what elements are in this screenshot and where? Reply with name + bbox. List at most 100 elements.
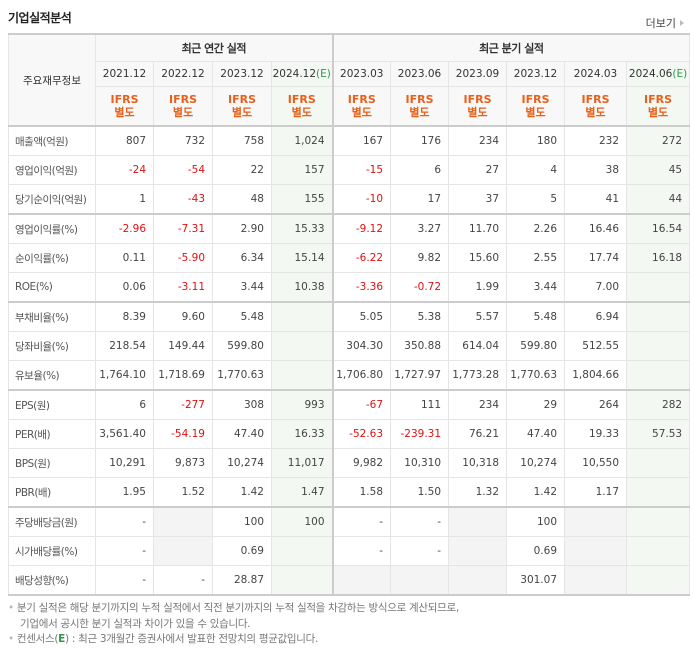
value-cell: 3,561.40: [95, 419, 154, 449]
value-cell: 1.58: [332, 477, 392, 508]
value-cell: 1.50: [390, 477, 450, 508]
value-cell: 9,873: [153, 448, 213, 478]
value-cell: [332, 565, 392, 596]
value-cell: [448, 565, 508, 596]
value-cell: [626, 506, 691, 537]
ifrs-badge: IFRS 별도: [332, 86, 392, 127]
value-cell: 16.54: [626, 213, 691, 244]
value-cell: -7.31: [153, 213, 213, 244]
value-cell: 1,773.28: [448, 360, 508, 391]
value-cell: 0.69: [212, 536, 272, 566]
value-cell: 1.95: [95, 477, 154, 508]
value-cell: 272: [626, 125, 691, 156]
value-cell: 0.69: [506, 536, 566, 566]
value-cell: 304.30: [332, 331, 392, 361]
table-row: BPS(원) 10,291 9,873 10,274 11,017 9,982 10,310…: [8, 448, 691, 478]
value-cell: [564, 565, 628, 596]
value-cell: 8.39: [95, 301, 154, 332]
value-cell: 17: [390, 184, 450, 215]
value-cell: -43: [153, 184, 213, 215]
value-cell: 37: [448, 184, 508, 215]
ifrs-badge: IFRS 별도: [95, 86, 154, 127]
value-cell: 5.48: [212, 301, 272, 332]
period-header: 2024.06(E): [626, 61, 691, 87]
value-cell: -: [95, 506, 154, 537]
value-cell: 2.55: [506, 243, 566, 273]
table-row: 시가배당률(%) -0.69- -0.69: [8, 536, 691, 566]
value-cell: 599.80: [506, 331, 566, 361]
value-cell: 350.88: [390, 331, 450, 361]
value-cell: 1,764.10: [95, 360, 154, 391]
value-cell: 0.06: [95, 272, 154, 303]
row-label: 부채비율(%): [8, 301, 96, 332]
ifrs-badge: IFRS 별도: [270, 86, 334, 127]
value-cell: 1,024: [270, 125, 334, 156]
value-cell: 10,310: [390, 448, 450, 478]
value-cell: 100: [506, 506, 566, 537]
quarterly-group-header: 최근 분기 실적: [332, 33, 691, 62]
value-cell: 1,804.66: [564, 360, 628, 391]
value-cell: 301.07: [506, 565, 566, 596]
value-cell: 1,727.97: [390, 360, 450, 391]
value-cell: 11,017: [270, 448, 334, 478]
value-cell: 57.53: [626, 419, 691, 449]
value-cell: 1,770.63: [506, 360, 566, 391]
value-cell: 218.54: [95, 331, 154, 361]
row-label: BPS(원): [8, 448, 96, 478]
value-cell: -3.36: [332, 272, 392, 303]
table-row: EPS(원) 6 -277 308 993 -67 111 234 29 264 282: [8, 389, 691, 420]
value-cell: -2.96: [95, 213, 154, 244]
more-link[interactable]: 더보기: [646, 15, 684, 31]
row-label: 주당배당금(원): [8, 506, 96, 537]
value-cell: [270, 360, 334, 391]
value-cell: 264: [564, 389, 628, 420]
period-header: 2023.12: [506, 61, 566, 87]
footnote-1: • 분기 실적은 해당 분기까지의 누적 실적에서 직전 분기까지의 누적 실적을…: [8, 602, 459, 614]
value-cell: 3.27: [390, 213, 450, 244]
value-cell: 16.18: [626, 243, 691, 273]
value-cell: 41: [564, 184, 628, 215]
value-cell: 28.87: [212, 565, 272, 596]
value-cell: 6: [95, 389, 154, 420]
footnote-2: • 컨센서스(E) : 최근 3개월간 증권사에서 발표한 전망치의 평균값입니다…: [8, 633, 319, 645]
period-header: 2023.06: [390, 61, 450, 87]
value-cell: 1.47: [270, 477, 334, 508]
value-cell: 282: [626, 389, 691, 420]
value-cell: -52.63: [332, 419, 392, 449]
value-cell: [448, 506, 508, 537]
value-cell: 176: [390, 125, 450, 156]
value-cell: 5: [506, 184, 566, 215]
value-cell: -3.11: [153, 272, 213, 303]
value-cell: 234: [448, 125, 508, 156]
value-cell: 1.32: [448, 477, 508, 508]
annual-group-header: 최근 연간 실적: [94, 33, 334, 62]
value-cell: 2.26: [506, 213, 566, 244]
value-cell: 47.40: [212, 419, 272, 449]
value-cell: 9.60: [153, 301, 213, 332]
value-cell: 614.04: [448, 331, 508, 361]
value-cell: 1,770.63: [212, 360, 272, 391]
value-cell: 10,291: [95, 448, 154, 478]
value-cell: -5.90: [153, 243, 213, 273]
value-cell: 234: [448, 389, 508, 420]
ifrs-badge: IFRS 별도: [153, 86, 213, 127]
value-cell: [270, 536, 334, 566]
value-cell: [626, 301, 691, 332]
estimate-mark: (E): [316, 68, 331, 80]
value-cell: 48: [212, 184, 272, 215]
value-cell: 1.42: [506, 477, 566, 508]
table-row: 주당배당금(원) -100 100- -100: [8, 506, 691, 537]
period-header: 2023.03: [332, 61, 392, 87]
period-header: 2024.03: [564, 61, 628, 87]
row-label: PER(배): [8, 419, 96, 449]
value-cell: [153, 506, 213, 537]
table-row: PER(배) 3,561.40 -54.19 47.40 16.33 -52.63 -239…: [8, 419, 691, 449]
value-cell: -54: [153, 155, 213, 185]
row-label: PBR(배): [8, 477, 96, 508]
value-cell: 22: [212, 155, 272, 185]
arrow-right-icon: [680, 20, 684, 26]
table-row: 영업이익(억원) -24 -54 22 157 -15 6 27 4 38 45: [8, 155, 691, 185]
period-header: 2023.09: [448, 61, 508, 87]
value-cell: -239.31: [390, 419, 450, 449]
value-cell: [270, 331, 334, 361]
